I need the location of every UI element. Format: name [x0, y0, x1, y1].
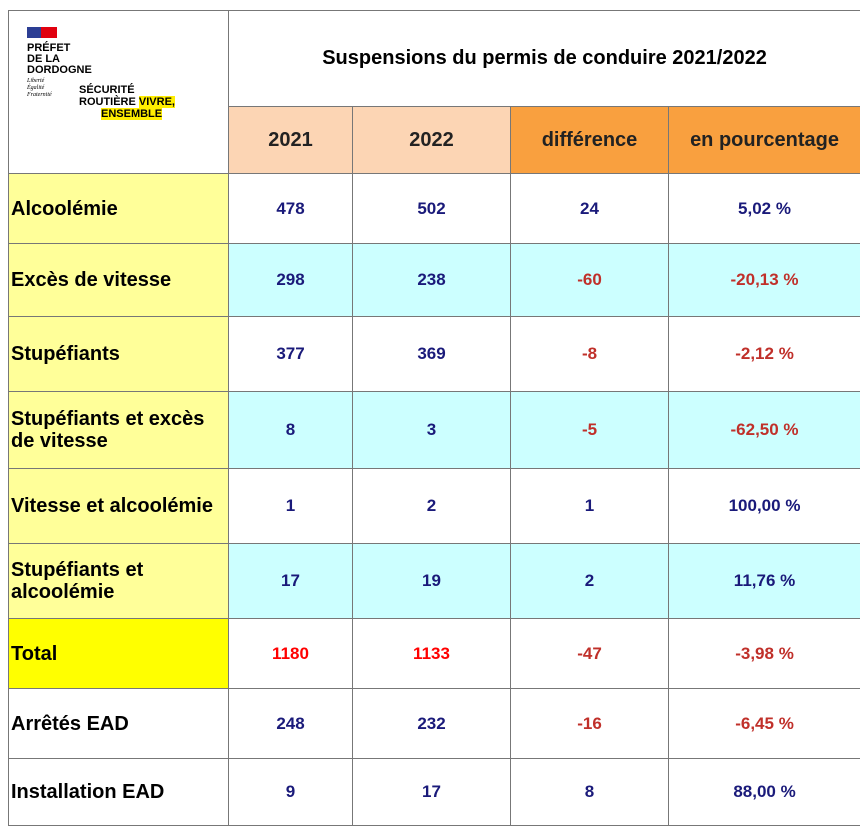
org-name: PRÉFET DE LA DORDOGNE [27, 43, 228, 76]
cell-value: 5,02 % [667, 173, 860, 244]
org-line: PRÉFET [27, 42, 71, 54]
cell-value: 1 [510, 468, 669, 544]
cell-value: 248 [228, 688, 353, 759]
cell-value: -20,13 % [667, 243, 860, 317]
cell-value: -5 [510, 391, 669, 469]
org-line: DORDOGNE [27, 64, 92, 76]
flag [27, 27, 57, 38]
cell-value: -8 [510, 316, 669, 392]
cell-value: 478 [228, 173, 353, 244]
motto: Liberté Égalité Fraternité [27, 78, 79, 120]
cell-value: 19 [352, 543, 511, 619]
row-label: Stupéfiants et excès de vitesse [8, 391, 229, 469]
cell-value: -2,12 % [667, 316, 860, 392]
cell-value: 502 [352, 173, 511, 244]
cell-value: 24 [510, 173, 669, 244]
row-label: Total [8, 618, 229, 689]
brand-line: ROUTIÈRE [79, 96, 136, 108]
table-row: Alcoolémie 478 502 24 5,02 % [8, 173, 860, 244]
table-row: Stupéfiants 377 369 -8 -2,12 % [8, 316, 860, 392]
cell-value: -47 [510, 618, 669, 689]
cell-value: 17 [228, 543, 353, 619]
brand-line: SÉCURITÉ [79, 84, 135, 96]
cell-value: 298 [228, 243, 353, 317]
row-label: Alcoolémie [8, 173, 229, 244]
cell-value: 100,00 % [667, 468, 860, 544]
table-row: Stupéfiants et alcoolémie 17 19 2 11,76 % [8, 543, 860, 619]
cell-value: 238 [352, 243, 511, 317]
table-row: Excès de vitesse 298 238 -60 -20,13 % [8, 243, 860, 317]
column-header: 2021 [228, 106, 353, 174]
column-header: en pourcentage [667, 106, 860, 174]
cell-value: 232 [352, 688, 511, 759]
table-row: Installation EAD 9 17 8 88,00 % [8, 758, 860, 826]
cell-value: 8 [510, 758, 669, 826]
cell-value: 9 [228, 758, 353, 826]
row-label: Excès de vitesse [8, 243, 229, 317]
cell-value: 2 [510, 543, 669, 619]
table-title: Suspensions du permis de conduire 2021/2… [227, 10, 860, 107]
table-row: Vitesse et alcoolémie 1 2 1 100,00 % [8, 468, 860, 544]
cell-value: -62,50 % [667, 391, 860, 469]
cell-value: 8 [228, 391, 353, 469]
column-header: 2022 [352, 106, 511, 174]
cell-value: 2 [352, 468, 511, 544]
cell-value: 1180 [228, 618, 353, 689]
org-line: DE LA [27, 53, 60, 65]
row-label: Stupéfiants [8, 316, 229, 392]
table-row: Stupéfiants et excès de vitesse 8 3 -5 -62,5… [8, 391, 860, 469]
cell-value: 88,00 % [667, 758, 860, 826]
brand-line: ENSEMBLE [101, 108, 163, 120]
cell-value: 1 [228, 468, 353, 544]
cell-value: -16 [510, 688, 669, 759]
motto-line: Égalité [27, 85, 45, 91]
brand-line: VIVRE, [138, 96, 175, 108]
row-label: Stupéfiants et alcoolémie [8, 543, 229, 619]
cell-value: -3,98 % [667, 618, 860, 689]
cell-value: 1133 [352, 618, 511, 689]
row-label: Arrêtés EAD [8, 688, 229, 759]
cell-value: 377 [228, 316, 353, 392]
cell-value: 369 [352, 316, 511, 392]
motto-line: Fraternité [27, 92, 52, 98]
row-label: Installation EAD [8, 758, 229, 826]
column-header: différence [510, 106, 669, 174]
logo: PRÉFET DE LA DORDOGNE Liberté Égalité Fr… [8, 10, 229, 174]
cell-value: -6,45 % [667, 688, 860, 759]
suspensions-table: PRÉFET DE LA DORDOGNE Liberté Égalité Fr… [8, 10, 860, 826]
table-row: Total 1180 1133 -47 -3,98 % [8, 618, 860, 689]
brand: SÉCURITÉ ROUTIÈRE VIVRE, ENSEMBLE [79, 78, 175, 120]
cell-value: 3 [352, 391, 511, 469]
cell-value: 17 [352, 758, 511, 826]
motto-line: Liberté [27, 78, 45, 84]
cell-value: -60 [510, 243, 669, 317]
row-label: Vitesse et alcoolémie [8, 468, 229, 544]
table-row: Arrêtés EAD 248 232 -16 -6,45 % [8, 688, 860, 759]
cell-value: 11,76 % [667, 543, 860, 619]
